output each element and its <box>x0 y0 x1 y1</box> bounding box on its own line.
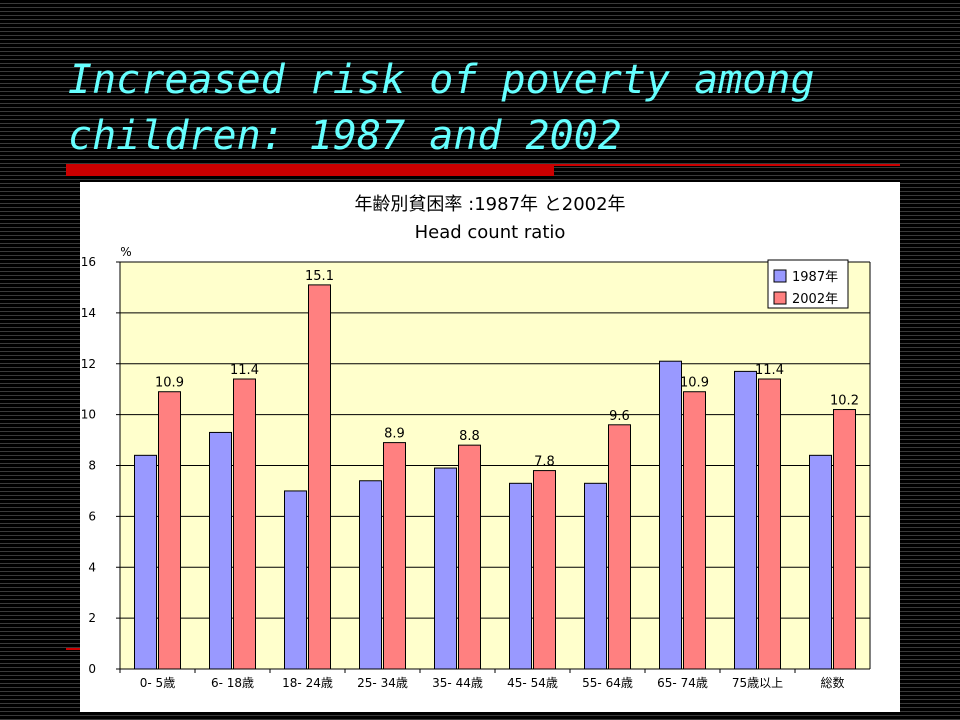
chart-subtitle: Head count ratio <box>415 222 566 243</box>
y-tick-label: 6 <box>88 509 96 523</box>
data-label: 10.9 <box>155 376 184 391</box>
data-label: 8.9 <box>384 427 405 442</box>
y-tick-label: 0 <box>88 662 96 676</box>
bar-2002年 <box>683 391 706 670</box>
chart-plot-area: 0 2 4 6 8 10 12 14 16 0- 5歳 10.9 6- 18歳 11.4 18- 24歳 1… <box>81 255 871 690</box>
x-tick-label: 6- 18歳 <box>211 676 254 690</box>
bar-1987年 <box>284 490 307 670</box>
bar-1987年 <box>584 482 607 670</box>
legend-swatch <box>773 269 787 283</box>
x-tick-label: 45- 54歳 <box>507 676 558 690</box>
slide-title-line-1: Increased risk of poverty among <box>68 57 815 103</box>
y-tick-label: 14 <box>81 306 96 320</box>
bar-2002年 <box>533 470 556 670</box>
chart-title: 年齢別貧困率 :1987年 と2002年 <box>354 194 625 215</box>
title-underline-bar <box>66 164 554 176</box>
bar-2002年 <box>758 378 781 670</box>
x-tick-label: 35- 44歳 <box>432 676 483 690</box>
data-label: 10.9 <box>680 376 709 391</box>
x-tick-label: 18- 24歳 <box>282 676 333 690</box>
bar-2002年 <box>608 424 631 670</box>
x-tick-label: 総数 <box>820 675 844 690</box>
data-label: 11.4 <box>755 363 784 378</box>
y-tick-label: 4 <box>88 560 96 574</box>
x-tick-label: 0- 5歳 <box>140 676 175 690</box>
y-tick-label: 8 <box>88 459 96 473</box>
slide-title-line-2: children: 1987 and 2002 <box>68 113 622 159</box>
bar-2002年 <box>458 444 481 670</box>
y-tick-label: 10 <box>81 408 96 422</box>
bar-2002年 <box>308 284 331 670</box>
poverty-rate-chart: 年齢別貧困率 :1987年 と2002年 Head count ratio % … <box>81 194 871 690</box>
data-label: 7.8 <box>534 455 555 470</box>
bar-2002年 <box>233 378 256 670</box>
bar-1987年 <box>209 431 232 670</box>
bar-1987年 <box>509 482 532 670</box>
y-axis-unit-label: % <box>120 245 131 259</box>
bar-1987年 <box>809 454 832 670</box>
bar-1987年 <box>134 454 157 670</box>
data-label: 9.6 <box>609 409 630 424</box>
y-tick-label: 2 <box>88 611 96 625</box>
bar-1987年 <box>434 467 457 670</box>
data-label: 15.1 <box>305 269 334 284</box>
slide-title: Increased risk of poverty among children… <box>68 52 928 164</box>
chart-panel: 年齢別貧困率 :1987年 と2002年 Head count ratio % … <box>80 182 900 712</box>
legend-swatch <box>773 291 787 305</box>
y-tick-label: 16 <box>81 255 96 269</box>
x-tick-label: 55- 64歳 <box>582 676 633 690</box>
title-underline-rule <box>554 164 900 166</box>
data-label: 8.8 <box>459 429 480 444</box>
y-tick-label: 12 <box>81 357 96 371</box>
bar-1987年 <box>659 360 682 670</box>
bar-2002年 <box>833 409 856 670</box>
x-tick-label: 65- 74歳 <box>657 676 708 690</box>
side-accent-line <box>66 648 80 650</box>
data-label: 11.4 <box>230 363 259 378</box>
x-tick-label: 75歳以上 <box>732 676 783 690</box>
bar-2002年 <box>383 442 406 670</box>
bar-1987年 <box>734 370 757 670</box>
x-tick-label: 25- 34歳 <box>357 676 408 690</box>
bar-1987年 <box>359 480 382 670</box>
legend-label: 2002年 <box>792 292 838 307</box>
legend-label: 1987年 <box>792 270 838 285</box>
bar-2002年 <box>158 391 181 670</box>
data-label: 10.2 <box>830 394 859 409</box>
